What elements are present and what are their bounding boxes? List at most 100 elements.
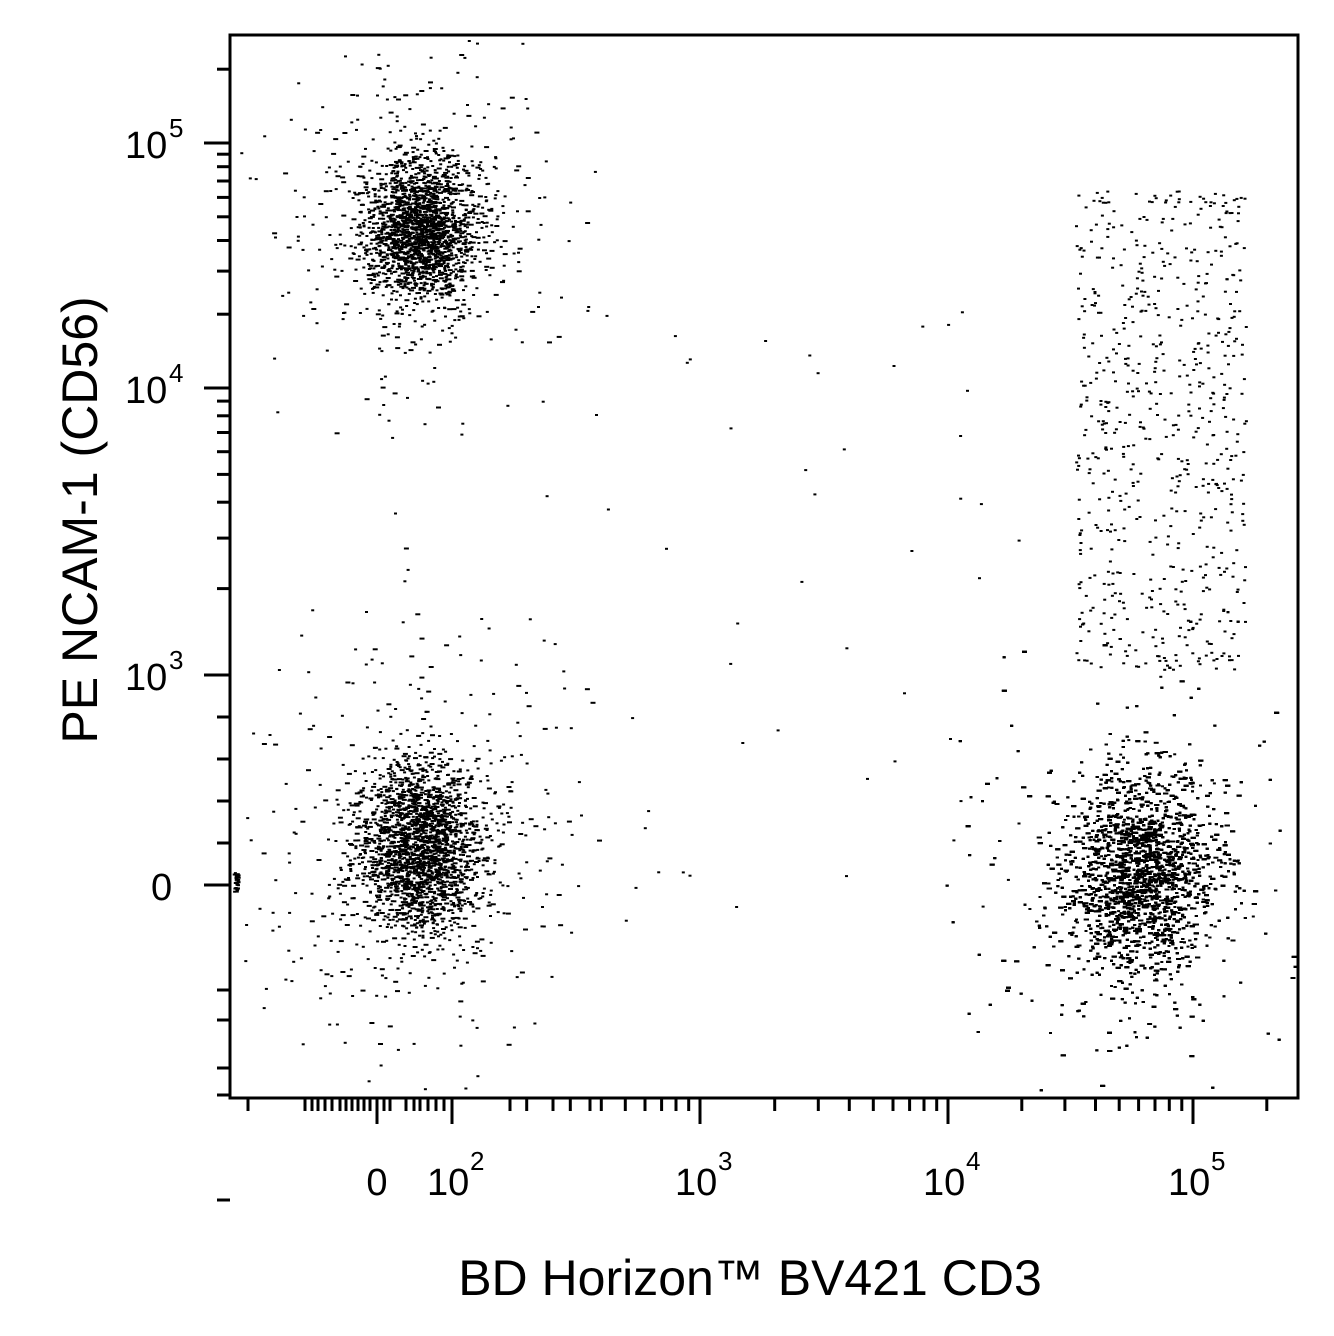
event-dot	[478, 260, 482, 263]
event-dot	[389, 798, 395, 801]
event-dot	[1173, 753, 1177, 756]
event-dot	[546, 792, 550, 795]
event-dot	[444, 865, 447, 868]
event-dot	[408, 198, 411, 201]
event-dot	[399, 848, 405, 851]
event-dot	[444, 849, 448, 852]
event-dot	[431, 846, 437, 849]
event-dot	[454, 221, 458, 223]
event-dot	[390, 292, 394, 295]
event-dot	[484, 196, 488, 198]
event-dot	[425, 272, 431, 275]
event-dot	[485, 836, 491, 839]
event-dot	[410, 907, 416, 910]
event-dot	[361, 882, 365, 885]
event-dot	[413, 283, 417, 286]
event-dot	[426, 205, 432, 208]
event-dot	[446, 207, 450, 209]
event-dot	[385, 284, 389, 287]
event-dot	[464, 791, 468, 794]
event-dot	[404, 166, 408, 169]
event-dot	[421, 774, 425, 777]
event-dot	[450, 252, 454, 255]
event-dot	[383, 201, 387, 204]
event-dot	[446, 266, 450, 269]
event-dot	[408, 240, 412, 243]
event-dot	[401, 798, 407, 801]
event-dot	[451, 149, 455, 152]
event-dot	[277, 669, 281, 671]
event-dot	[414, 249, 420, 252]
event-dot	[415, 613, 421, 616]
event-dot	[437, 234, 441, 237]
event-dot	[453, 869, 459, 871]
event-dot	[489, 893, 493, 896]
event-dot	[403, 901, 409, 904]
event-dot	[406, 839, 410, 842]
event-dot	[404, 808, 408, 811]
event-dot	[369, 267, 373, 270]
event-dot	[378, 199, 381, 202]
event-dot	[387, 246, 391, 249]
event-dot	[431, 243, 435, 246]
event-dot	[435, 840, 439, 843]
event-dot	[296, 239, 300, 242]
event-dot	[395, 203, 401, 206]
event-dot	[462, 812, 468, 815]
event-dot	[462, 882, 466, 885]
event-dot	[355, 128, 358, 131]
event-dot	[375, 272, 379, 275]
event-dot	[433, 861, 437, 864]
event-dot	[498, 881, 502, 884]
event-dot	[396, 220, 400, 223]
event-dot	[451, 856, 455, 859]
event-dot	[395, 267, 399, 270]
event-dot	[386, 810, 392, 813]
event-dot	[453, 829, 457, 832]
event-dot	[450, 254, 454, 257]
event-dot	[364, 248, 370, 251]
event-dot	[410, 852, 416, 855]
event-dot	[434, 795, 440, 798]
event-dot	[426, 775, 430, 777]
event-dot	[455, 797, 461, 800]
event-dot	[329, 939, 333, 942]
event-dot	[389, 219, 393, 222]
event-dot	[289, 118, 293, 121]
event-dot	[539, 223, 543, 226]
event-dot	[523, 184, 527, 187]
event-dot	[419, 187, 423, 190]
event-dot	[465, 187, 469, 190]
event-dot	[381, 214, 385, 217]
event-dot	[401, 778, 405, 781]
event-dot	[417, 763, 420, 766]
event-dot	[388, 845, 394, 848]
event-dot	[428, 834, 432, 837]
event-dot	[416, 734, 422, 737]
event-dot	[368, 221, 372, 223]
event-dot	[465, 868, 469, 871]
event-dot	[404, 186, 408, 189]
event-dot	[396, 1048, 400, 1051]
event-dot	[431, 232, 435, 235]
event-dot	[408, 237, 411, 240]
event-dot	[390, 201, 394, 204]
event-dot	[470, 255, 474, 258]
event-dot	[482, 887, 486, 890]
event-dot	[398, 267, 402, 269]
event-dot	[365, 611, 368, 613]
event-dot	[401, 287, 405, 290]
event-dot	[377, 53, 381, 56]
event-dot	[412, 870, 416, 873]
event-dot	[450, 929, 454, 932]
event-dot	[446, 860, 450, 863]
event-dot	[426, 242, 430, 245]
event-dot	[477, 897, 481, 900]
event-dot	[258, 907, 262, 910]
event-dot	[421, 132, 425, 135]
event-dot	[446, 782, 450, 785]
event-dot	[418, 768, 424, 771]
event-dot	[399, 845, 404, 847]
event-dot	[385, 864, 389, 867]
event-dot	[470, 248, 474, 251]
